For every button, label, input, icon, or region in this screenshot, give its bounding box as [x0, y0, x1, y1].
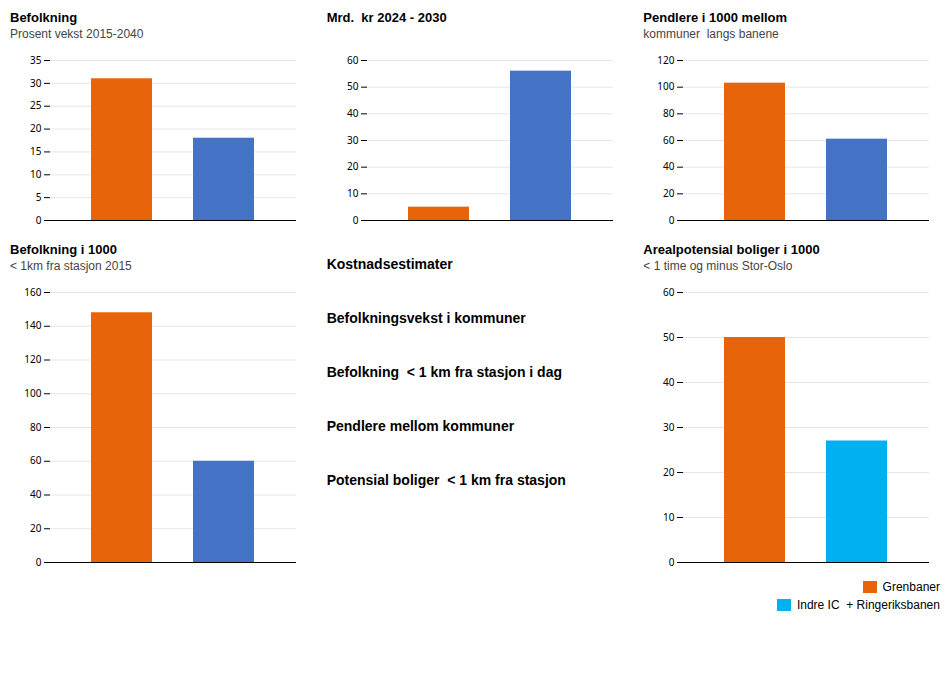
svg-text:140: 140	[24, 318, 41, 332]
svg-text:0: 0	[352, 213, 358, 227]
svg-text:40: 40	[30, 487, 42, 501]
svg-text:20: 20	[663, 465, 675, 479]
svg-text:0: 0	[36, 213, 42, 227]
html-text:Befolkning: Befolkning	[10, 10, 78, 25]
svg-text:60: 60	[30, 453, 42, 467]
svg-text:0: 0	[36, 555, 42, 569]
svg-text:10: 10	[347, 186, 359, 200]
svg-text:15: 15	[30, 144, 42, 158]
svg-text:120: 120	[24, 352, 41, 366]
svg-text:40: 40	[347, 106, 359, 120]
svg-text:60: 60	[663, 133, 675, 147]
html-text:Befolkningsvekst i kommuner: Befolkningsvekst i kommuner	[326, 310, 526, 326]
svg-text:120: 120	[658, 53, 675, 67]
svg-text:0: 0	[669, 213, 675, 227]
html-text:Mrd. kr 2024 - 2030: Mrd. kr 2024 - 2030	[326, 10, 447, 25]
html-text:Potensial boliger < 1 km fra s: Potensial boliger < 1 km fra stasjon	[326, 472, 566, 488]
svg-text:40: 40	[663, 375, 675, 389]
svg-text:20: 20	[30, 521, 42, 535]
svg-text:100: 100	[24, 386, 41, 400]
svg-text:5: 5	[36, 190, 42, 204]
svg-text:20: 20	[30, 121, 42, 135]
html-text:Grenbaner: Grenbaner	[882, 580, 940, 594]
svg-text:60: 60	[347, 53, 359, 67]
html-text:Befolkning < 1 km fra stasjon: Befolkning < 1 km fra stasjon i dag	[326, 364, 562, 380]
svg-text:50: 50	[347, 79, 359, 93]
svg-text:0: 0	[669, 555, 675, 569]
html-text:Pendlere i 1000 mellom: Pendlere i 1000 mellom	[643, 10, 788, 25]
html-text:< 1km fra stasjon 2015: < 1km fra stasjon 2015	[10, 258, 132, 273]
html-text:< 1 time og minus Stor-Oslo: < 1 time og minus Stor-Oslo	[643, 258, 793, 273]
svg-text:25: 25	[30, 98, 42, 112]
svg-text:20: 20	[347, 159, 359, 173]
svg-text:30: 30	[663, 420, 675, 434]
svg-text:160: 160	[24, 285, 41, 299]
svg-text:80: 80	[663, 106, 675, 120]
svg-text:40: 40	[663, 159, 675, 173]
svg-text:30: 30	[347, 133, 359, 147]
svg-text:20: 20	[663, 186, 675, 200]
html-text:Kostnadsestimater: Kostnadsestimater	[326, 256, 453, 272]
svg-text:35: 35	[30, 53, 42, 67]
html-text:Indre IC + Ringeriksbanen: Indre IC + Ringeriksbanen	[796, 598, 940, 612]
html-text:Pendlere mellom kommuner: Pendlere mellom kommuner	[326, 418, 515, 434]
svg-text:80: 80	[30, 420, 42, 434]
html-text:Prosent vekst 2015-2040: Prosent vekst 2015-2040	[10, 26, 144, 41]
svg-text:10: 10	[30, 167, 42, 181]
svg-text:60: 60	[663, 285, 675, 299]
html-text:Arealpotensial boliger i 1000: Arealpotensial boliger i 1000	[643, 242, 820, 257]
svg-text:100: 100	[658, 79, 675, 93]
html-text:kommuner langs banene: kommuner langs banene	[643, 26, 779, 41]
html-text:Befolkning i 1000: Befolkning i 1000	[10, 242, 117, 257]
svg-text:30: 30	[30, 76, 42, 90]
svg-text:10: 10	[663, 510, 675, 524]
svg-text:50: 50	[663, 330, 675, 344]
